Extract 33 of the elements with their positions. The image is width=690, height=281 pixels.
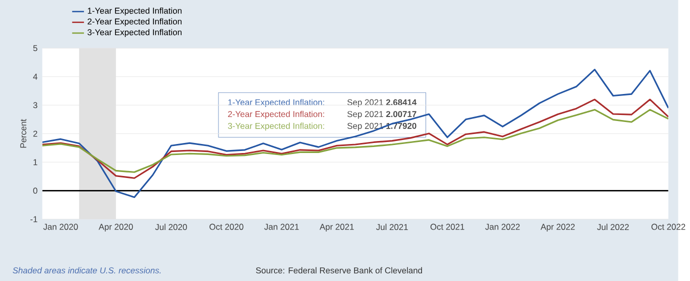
- line-series: [42, 98, 668, 179]
- line-series: [42, 68, 668, 198]
- annotation: 3-Year Expected Inflation:: [228, 122, 324, 131]
- legend-label: 3-Year Expected Inflation: [88, 28, 182, 37]
- x-tick-label: Apr 2021: [320, 224, 354, 232]
- y-tick-label: 4: [33, 74, 38, 80]
- text: Shaded areas indicate U.S. recessions.: [12, 267, 161, 274]
- x-tick-label: Oct 2020: [210, 224, 244, 230]
- x-tick-label: Oct 2021: [430, 224, 464, 230]
- x-tick-label: Jul 2021: [376, 224, 408, 230]
- legend-label: 1-Year Expected Inflation: [88, 7, 182, 16]
- y-tick-label: 2: [33, 130, 38, 137]
- annotation: Sep 2021 2.00717: [347, 111, 416, 119]
- annotation: Sep 2021 2.68414: [347, 99, 417, 107]
- annotation: 1-Year Expected Inflation:: [228, 99, 324, 107]
- x-tick-label: Apr 2020: [98, 224, 133, 232]
- x-tick-label: Apr 2022: [540, 224, 575, 232]
- x-tick-label: Jul 2022: [597, 224, 629, 230]
- y-axis-title: Percent: [20, 119, 26, 148]
- y-tick-label: -1: [30, 216, 38, 222]
- y-tick-label: 0: [33, 188, 38, 194]
- x-tick-label: Jul 2020: [155, 224, 187, 230]
- y-tick-label: 3: [33, 102, 38, 108]
- source-note: Source: Federal Reserve Bank of Cleveland: [256, 267, 422, 274]
- legend-label: 2-Year Expected Inflation: [88, 18, 182, 26]
- x-tick-label: Jan 2021: [264, 224, 299, 230]
- x-tick-label: Jan 2022: [485, 224, 520, 230]
- x-tick-label: Oct 2022: [651, 224, 686, 230]
- x-tick-label: Jan 2020: [43, 224, 78, 230]
- line-series: [42, 108, 668, 173]
- y-tick-label: 1: [34, 159, 38, 166]
- y-tick-label: 5: [33, 45, 38, 52]
- annotation: 2-Year Expected Inflation:: [228, 110, 324, 119]
